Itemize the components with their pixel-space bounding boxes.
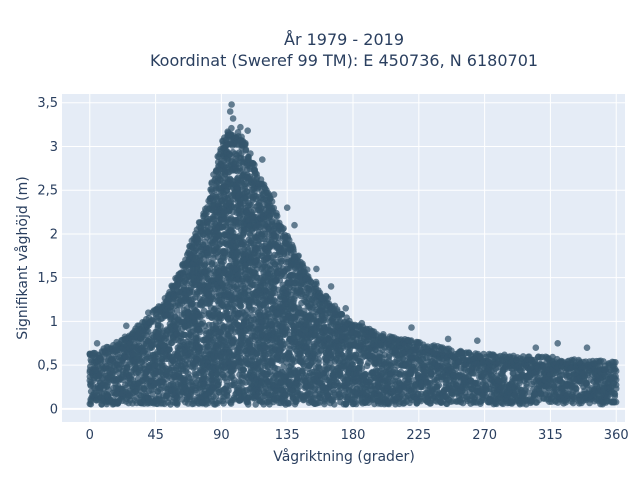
scatter-points	[86, 101, 620, 408]
data-point	[268, 198, 276, 205]
data-point	[173, 399, 180, 406]
data-point	[239, 238, 247, 245]
data-point	[247, 150, 254, 157]
data-point	[251, 161, 258, 169]
data-point	[273, 212, 281, 220]
data-point	[194, 336, 201, 344]
data-point	[228, 124, 235, 132]
data-point	[313, 280, 320, 288]
data-point	[149, 390, 156, 397]
data-point	[166, 346, 173, 353]
data-point	[303, 266, 311, 274]
data-point	[173, 307, 181, 314]
data-point	[237, 302, 245, 310]
data-point	[186, 393, 194, 401]
data-point	[87, 400, 95, 408]
data-point	[195, 343, 202, 351]
data-point	[244, 401, 252, 408]
data-point	[290, 246, 297, 253]
data-point	[280, 225, 287, 232]
data-point	[363, 362, 371, 370]
data-point	[90, 382, 97, 390]
data-point	[331, 401, 338, 408]
data-point	[294, 253, 302, 260]
data-point	[196, 328, 204, 336]
data-point	[290, 298, 297, 306]
data-point	[335, 388, 343, 395]
